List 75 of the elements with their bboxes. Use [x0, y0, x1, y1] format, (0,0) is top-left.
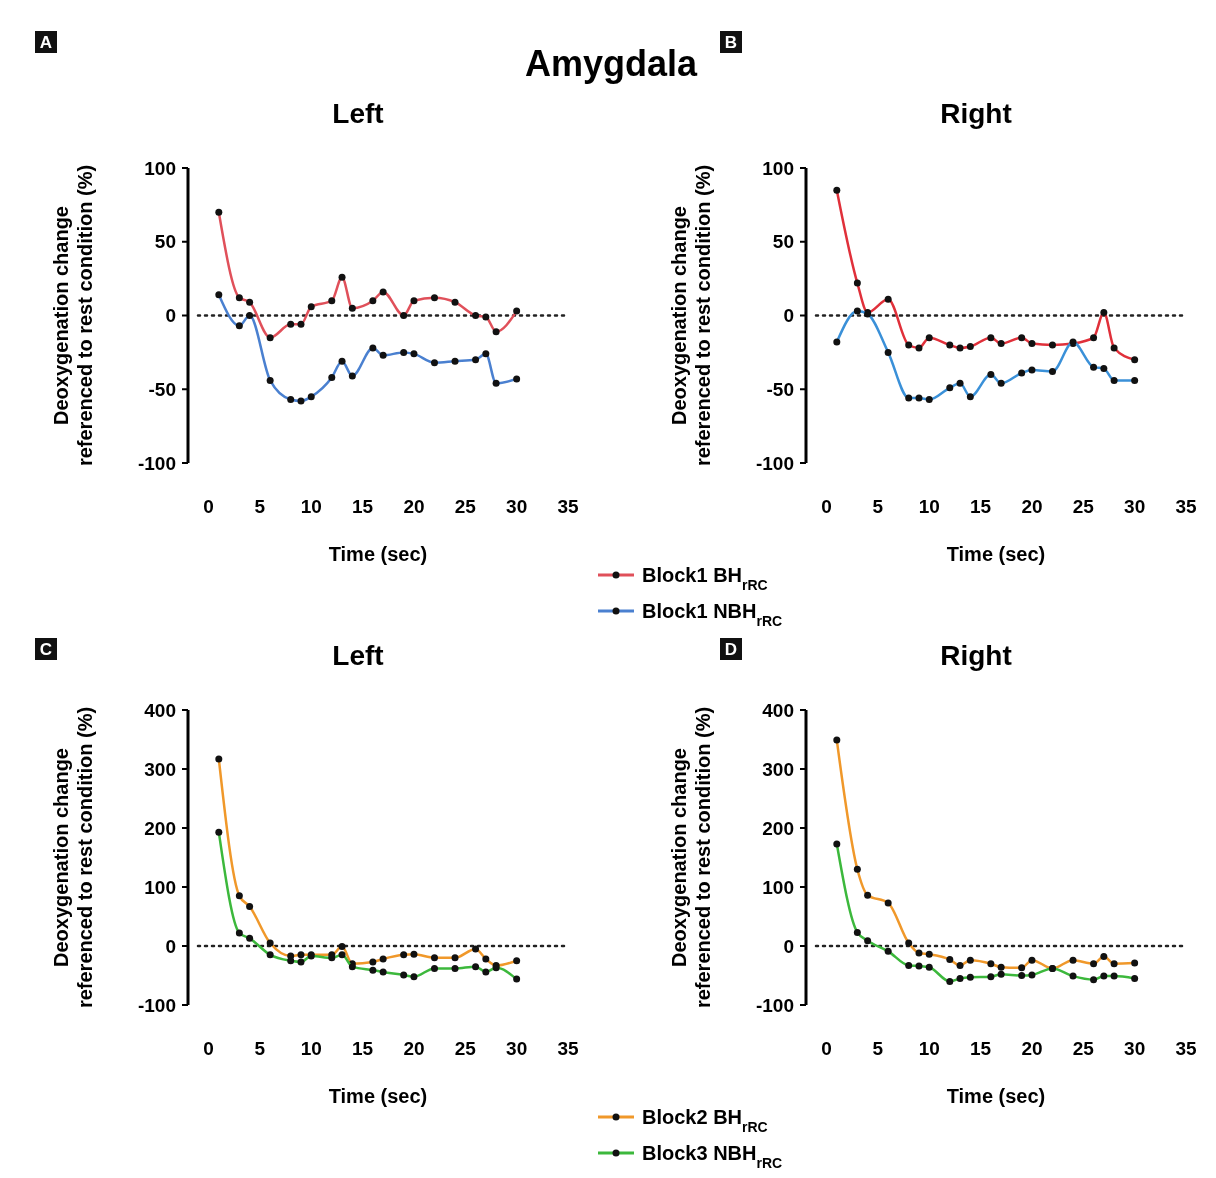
y-tick-label: 100	[762, 157, 794, 179]
y-tick-label: 200	[762, 817, 794, 839]
x-tick-label: 15	[970, 1038, 992, 1059]
y-tick-label: 50	[154, 231, 176, 253]
text: D	[724, 640, 738, 660]
x-tick-label: 5	[872, 1038, 884, 1059]
x-tick-label: 30	[506, 496, 528, 517]
x-axis-title: Time (sec)	[946, 543, 1046, 565]
text: A	[39, 33, 53, 53]
legend-label: Block3 NBH$_{rRC}$	[642, 1142, 783, 1171]
y-tick-label: -100	[755, 452, 794, 474]
x-tick-label: 15	[352, 496, 374, 517]
y-tick-label: 100	[144, 876, 176, 898]
legend-label: Block1 NBH$_{rRC}$	[642, 600, 783, 629]
text: B	[724, 33, 738, 53]
chart-title: Right	[940, 640, 1012, 671]
x-tick-label: 10	[918, 496, 940, 517]
legend-label: Block1 BH$_{rRC}$	[642, 564, 768, 593]
y-tick-label: -100	[137, 994, 176, 1016]
x-tick-label: 25	[1072, 1038, 1095, 1059]
y-tick-label: 300	[144, 758, 176, 780]
x-tick-label: 25	[1072, 496, 1095, 517]
x-tick-label: 30	[1124, 1038, 1146, 1059]
x-axis-title: Time (sec)	[328, 543, 428, 565]
x-tick-label: 15	[352, 1038, 374, 1059]
x-tick-label: 25	[454, 496, 477, 517]
x-tick-label: 35	[557, 1038, 579, 1059]
y-tick-label: 200	[144, 817, 176, 839]
x-axis-title: Time (sec)	[946, 1085, 1046, 1107]
x-tick-label: 15	[970, 496, 992, 517]
legend-label: Block2 BH$_{rRC}$	[642, 1106, 768, 1135]
y-tick-label: -50	[766, 378, 794, 400]
x-tick-label: 10	[300, 496, 322, 517]
text: C	[39, 640, 53, 660]
y-tick-label: -100	[137, 452, 176, 474]
x-tick-label: 35	[1175, 1038, 1197, 1059]
y-tick-label: 300	[762, 758, 794, 780]
y-tick-label: 0	[165, 305, 176, 327]
y-tick-label: -50	[148, 378, 176, 400]
y-tick-label: 400	[144, 699, 176, 721]
text: Amygdala	[524, 43, 698, 84]
y-tick-label: -100	[755, 994, 794, 1016]
x-tick-label: 35	[557, 496, 579, 517]
y-tick-label: 100	[762, 876, 794, 898]
x-axis-title: Time (sec)	[328, 1085, 428, 1107]
x-tick-label: 20	[1021, 496, 1043, 517]
x-tick-label: 0	[203, 496, 214, 517]
x-tick-label: 0	[203, 1038, 214, 1059]
x-tick-label: 20	[403, 1038, 425, 1059]
chart-title: Right	[940, 98, 1012, 129]
y-axis-title: Deoxygenation change referenced to rest condition (%)	[50, 706, 96, 1009]
x-tick-label: 0	[821, 1038, 832, 1059]
y-tick-label: 0	[783, 935, 794, 957]
y-tick-label: 0	[165, 935, 176, 957]
x-tick-label: 35	[1175, 496, 1197, 517]
x-tick-label: 20	[403, 496, 425, 517]
x-tick-label: 30	[506, 1038, 528, 1059]
y-axis-title: Deoxygenation change referenced to rest condition (%)	[50, 164, 96, 467]
x-tick-label: 20	[1021, 1038, 1043, 1059]
y-tick-label: 400	[762, 699, 794, 721]
y-tick-label: 50	[772, 231, 794, 253]
x-tick-label: 5	[254, 1038, 266, 1059]
y-axis-title: Deoxygenation change referenced to rest condition (%)	[668, 706, 714, 1009]
x-tick-label: 0	[821, 496, 832, 517]
y-axis-title: Deoxygenation change referenced to rest condition (%)	[668, 164, 714, 467]
y-tick-label: 0	[783, 305, 794, 327]
x-tick-label: 30	[1124, 496, 1146, 517]
y-tick-label: 100	[144, 157, 176, 179]
x-tick-label: 5	[872, 496, 884, 517]
chart-title: Left	[332, 98, 384, 129]
chart-title: Left	[332, 640, 384, 671]
x-tick-label: 25	[454, 1038, 477, 1059]
x-tick-label: 10	[300, 1038, 322, 1059]
x-tick-label: 10	[918, 1038, 940, 1059]
x-tick-label: 5	[254, 496, 266, 517]
